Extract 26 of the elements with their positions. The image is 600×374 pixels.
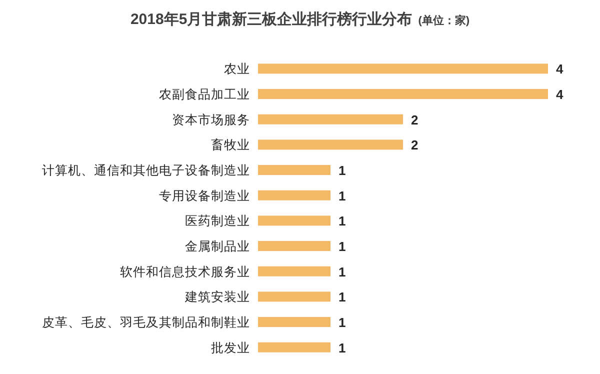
- data-label: 1: [338, 340, 346, 356]
- data-label: 1: [338, 163, 346, 178]
- y-tick-label: 皮革、毛皮、羽毛及其制品和制鞋业: [42, 316, 250, 330]
- data-label: 2: [411, 112, 418, 128]
- data-label: 1: [338, 214, 346, 229]
- chart-subtitle: (单位：家): [418, 14, 470, 27]
- y-tick-label: 畜牧业: [211, 137, 250, 152]
- chart-title: 2018年5月甘肃新三板企业排行榜行业分布: [130, 10, 412, 28]
- data-label: 1: [338, 290, 346, 305]
- y-tick-label: 批发业: [211, 340, 250, 355]
- data-label: 1: [338, 264, 346, 280]
- y-tick-label: 农业: [224, 62, 250, 76]
- y-tick-label: 建筑安装业: [184, 289, 250, 304]
- data-label: 2: [411, 138, 418, 153]
- data-label: 4: [556, 62, 564, 77]
- y-tick-label: 专用设备制造业: [159, 188, 250, 203]
- y-tick-label: 金属制品业: [185, 240, 250, 254]
- data-label: 4: [556, 87, 564, 102]
- data-label: 1: [338, 315, 346, 330]
- y-tick-label: 医药制造业: [185, 214, 250, 228]
- y-tick-label: 计算机、通信和其他电子设备制造业: [42, 164, 250, 178]
- y-tick-label: 农副食品加工业: [159, 88, 250, 102]
- data-label: 1: [338, 239, 346, 254]
- data-label: 1: [338, 188, 346, 204]
- y-tick-label: 软件和信息技术服务业: [120, 264, 250, 279]
- y-tick-label: 资本市场服务: [172, 112, 250, 127]
